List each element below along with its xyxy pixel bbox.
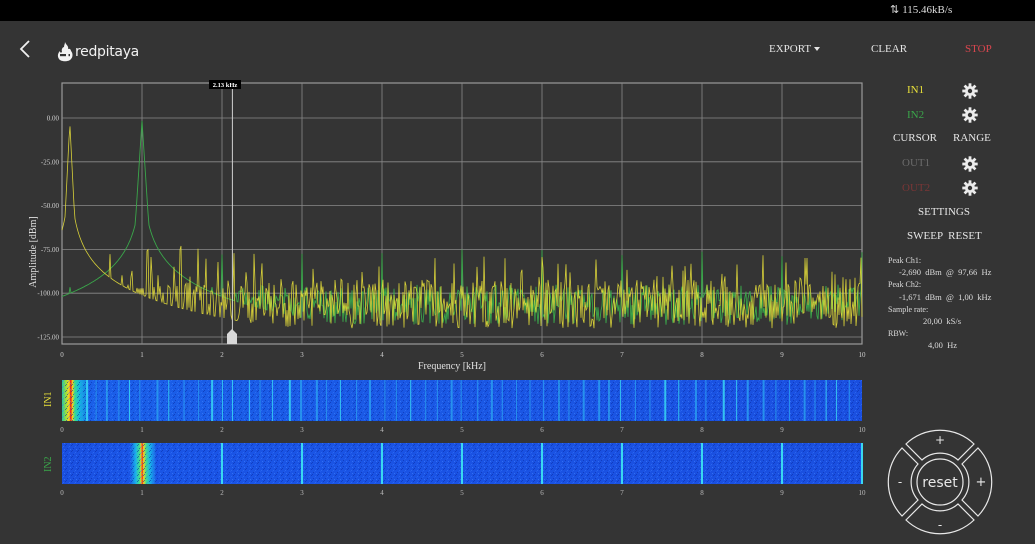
svg-text:6: 6 bbox=[540, 426, 544, 434]
joystick-up-label: + bbox=[935, 433, 945, 447]
waterfall-in2 bbox=[62, 443, 863, 484]
out2-gear-icon[interactable] bbox=[962, 180, 978, 196]
export-button[interactable]: EXPORT bbox=[769, 43, 821, 55]
back-button[interactable] bbox=[16, 38, 36, 60]
joystick-right-label: + bbox=[976, 475, 987, 490]
cursor-handle[interactable] bbox=[227, 329, 237, 344]
svg-text:0.00: 0.00 bbox=[47, 115, 60, 123]
joystick-down-label: - bbox=[938, 518, 942, 532]
svg-text:1: 1 bbox=[140, 489, 144, 497]
svg-text:7: 7 bbox=[620, 489, 624, 497]
y-tick-labels: 0.00 -25.00 -50.00 -75.00 -100.00 -125.00 bbox=[37, 115, 59, 342]
svg-text:6: 6 bbox=[540, 351, 544, 359]
rbw-label: RBW: bbox=[888, 329, 909, 338]
in2-gear-icon[interactable] bbox=[962, 107, 978, 123]
sweep-reset-button[interactable]: SWEEP RESET bbox=[907, 230, 982, 242]
peak-ch1-label: Peak Ch1: bbox=[888, 256, 922, 265]
joystick-reset-button[interactable] bbox=[916, 458, 964, 506]
clear-button[interactable]: CLEAR bbox=[871, 43, 908, 55]
channel-out1-toggle[interactable]: OUT1 bbox=[902, 157, 931, 169]
joystick-right-button[interactable] bbox=[961, 447, 993, 517]
out1-gear-icon[interactable] bbox=[962, 156, 978, 172]
joystick-down-button[interactable] bbox=[905, 503, 975, 535]
svg-text:-25.00: -25.00 bbox=[41, 158, 60, 166]
stop-button[interactable]: STOP bbox=[965, 43, 992, 55]
logo: redpitaya bbox=[56, 40, 139, 64]
sample-rate-value: 20,00 kS/s bbox=[923, 316, 962, 326]
cursor-label: 2.13 kHz bbox=[213, 82, 238, 89]
svg-text:3: 3 bbox=[300, 426, 304, 434]
svg-text:10: 10 bbox=[859, 351, 867, 359]
svg-text:1: 1 bbox=[140, 426, 144, 434]
svg-text:6: 6 bbox=[540, 489, 544, 497]
svg-text:9: 9 bbox=[780, 351, 784, 359]
joystick-left-button[interactable] bbox=[887, 447, 919, 517]
svg-text:10: 10 bbox=[859, 426, 867, 434]
joystick-up-button[interactable] bbox=[905, 429, 975, 461]
svg-text:-100.00: -100.00 bbox=[37, 290, 59, 298]
svg-text:8: 8 bbox=[700, 351, 704, 359]
y-axis-label: Amplitude [dBm] bbox=[28, 216, 39, 287]
data-rate: ⇅ 115.46kB/s bbox=[890, 3, 952, 16]
spectrum-chart[interactable]: 0.00 -25.00 -50.00 -75.00 -100.00 -125.00 0 1 2… bbox=[0, 0, 880, 544]
svg-text:8: 8 bbox=[700, 426, 704, 434]
svg-text:4: 4 bbox=[380, 426, 384, 434]
channel-in2-toggle[interactable]: IN2 bbox=[907, 109, 925, 121]
waterfall-in1-label: IN1 bbox=[43, 391, 54, 407]
traces bbox=[61, 120, 863, 329]
svg-text:5: 5 bbox=[460, 426, 464, 434]
upload-download-arrows-icon: ⇅ bbox=[890, 4, 900, 16]
svg-text:8: 8 bbox=[700, 489, 704, 497]
range-button[interactable]: RANGE bbox=[953, 132, 991, 144]
svg-text:4: 4 bbox=[380, 351, 384, 359]
joystick-reset-label: reset bbox=[922, 475, 958, 491]
svg-text:-125.00: -125.00 bbox=[37, 334, 59, 342]
svg-text:2: 2 bbox=[220, 489, 224, 497]
redpitaya-flame-icon bbox=[57, 42, 73, 62]
svg-text:7: 7 bbox=[620, 351, 624, 359]
caret-down-icon bbox=[814, 47, 821, 52]
svg-text:0: 0 bbox=[60, 426, 64, 434]
svg-text:-50.00: -50.00 bbox=[41, 202, 60, 210]
svg-text:-75.00: -75.00 bbox=[41, 246, 60, 254]
in1-gear-icon[interactable] bbox=[962, 83, 978, 99]
settings-button[interactable]: SETTINGS bbox=[918, 206, 970, 218]
zoom-joystick: + - - + reset bbox=[887, 429, 993, 535]
svg-text:10: 10 bbox=[859, 489, 867, 497]
x-axis-label: Frequency [kHz] bbox=[418, 361, 486, 372]
svg-text:2: 2 bbox=[220, 426, 224, 434]
svg-text:9: 9 bbox=[780, 489, 784, 497]
peak-ch2-label: Peak Ch2: bbox=[888, 280, 922, 289]
svg-text:4: 4 bbox=[380, 489, 384, 497]
waterfall-in1 bbox=[62, 380, 862, 421]
peak-ch1-value: -2,690 dBm @ 97,66 Hz bbox=[899, 267, 992, 277]
svg-text:2: 2 bbox=[220, 351, 224, 359]
rbw-value: 4,00 Hz bbox=[928, 340, 958, 350]
export-label: EXPORT bbox=[769, 43, 812, 55]
svg-text:3: 3 bbox=[300, 351, 304, 359]
logo-text: redpitaya bbox=[75, 44, 139, 60]
x-tick-labels: 0 1 2 3 4 5 6 7 8 9 10 bbox=[60, 351, 866, 359]
svg-text:5: 5 bbox=[460, 489, 464, 497]
peak-ch2-value: -1,671 dBm @ 1,00 kHz bbox=[899, 292, 992, 302]
svg-text:9: 9 bbox=[780, 426, 784, 434]
channel-out2-toggle[interactable]: OUT2 bbox=[902, 182, 931, 194]
joystick-left-label: - bbox=[898, 475, 902, 489]
cursor-button[interactable]: CURSOR bbox=[893, 132, 938, 144]
chevron-left-icon bbox=[19, 40, 30, 58]
sample-rate-label: Sample rate: bbox=[888, 305, 929, 314]
svg-text:7: 7 bbox=[620, 426, 624, 434]
data-rate-value: 115.46kB/s bbox=[902, 4, 953, 16]
svg-text:3: 3 bbox=[300, 489, 304, 497]
svg-text:0: 0 bbox=[60, 489, 64, 497]
svg-text:5: 5 bbox=[460, 351, 464, 359]
waterfall-in2-label: IN2 bbox=[43, 456, 54, 472]
svg-text:0: 0 bbox=[60, 351, 64, 359]
status-bar: ⇅ 115.46kB/s bbox=[0, 0, 1035, 21]
channel-in1-toggle[interactable]: IN1 bbox=[907, 84, 925, 96]
svg-text:1: 1 bbox=[140, 351, 144, 359]
cursor-label-box bbox=[209, 80, 241, 89]
